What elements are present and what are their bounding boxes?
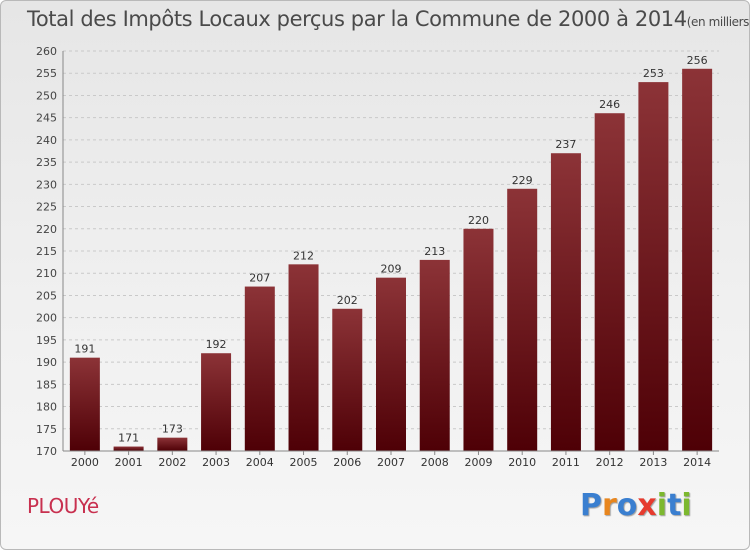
title-text: Total des Impôts Locaux perçus par la Co… — [27, 7, 687, 31]
bar — [157, 437, 188, 451]
value-label: 173 — [162, 423, 183, 436]
value-label: 191 — [74, 343, 95, 356]
bar — [288, 264, 319, 451]
bar — [244, 286, 275, 451]
bar — [507, 188, 538, 451]
y-tick-label: 220 — [36, 223, 57, 236]
value-label: 229 — [512, 174, 533, 187]
value-label: 220 — [468, 214, 489, 227]
value-label: 171 — [118, 432, 139, 445]
value-labels: 191 171 173 192 207 212 202 209 213 220 229 237 246 2… — [74, 54, 707, 445]
logo-letter: t — [667, 488, 682, 523]
y-tick-label: 190 — [36, 356, 57, 369]
value-label: 212 — [293, 249, 314, 262]
value-label: 246 — [599, 98, 620, 111]
bar — [550, 153, 581, 451]
value-label: 192 — [206, 338, 227, 351]
y-tick-label: 235 — [36, 156, 57, 169]
logo-letter: P — [580, 488, 602, 523]
x-tick-label: 2013 — [639, 456, 667, 469]
bar — [419, 259, 450, 451]
logo-letter: i — [656, 488, 668, 523]
value-label: 256 — [687, 54, 708, 67]
x-tick-label: 2007 — [377, 456, 405, 469]
y-tick-label: 175 — [36, 423, 57, 436]
x-tick-label: 2009 — [464, 456, 492, 469]
y-tick-label: 225 — [36, 201, 57, 214]
bar — [376, 277, 406, 451]
value-label: 207 — [249, 272, 270, 285]
y-tick-label: 180 — [36, 401, 57, 414]
x-tick-label: 2014 — [683, 456, 711, 469]
chart-title: Total des Impôts Locaux perçus par la Co… — [27, 7, 750, 31]
value-label: 237 — [555, 138, 576, 151]
logo-letter: o — [616, 488, 638, 523]
y-tick-label: 255 — [36, 67, 57, 80]
bar — [201, 353, 232, 451]
title-unit: (en milliers d'€) — [686, 15, 750, 29]
commune-name: PLOUYé — [27, 494, 99, 518]
y-tick-label: 250 — [36, 89, 57, 102]
y-tick-labels: 170 175 180 185 190 195 200 205 210 215 220 225 230 2… — [36, 45, 57, 458]
bar — [113, 446, 144, 451]
value-label: 253 — [643, 67, 664, 80]
y-tick-label: 215 — [36, 245, 57, 258]
x-tick-label: 2011 — [552, 456, 580, 469]
value-label: 202 — [337, 294, 358, 307]
logo-letter: i — [681, 488, 692, 523]
x-tick-label: 2003 — [202, 456, 230, 469]
y-tick-label: 195 — [36, 334, 57, 347]
logo-letter: x — [637, 488, 657, 523]
x-tick-label: 2008 — [421, 456, 449, 469]
y-tick-label: 210 — [36, 267, 57, 280]
y-tick-label: 260 — [36, 45, 57, 58]
y-tick-label: 200 — [36, 312, 57, 325]
bars — [69, 68, 713, 452]
x-tick-labels: 2000 2001 2002 2003 2004 2005 2006 2007 2008 2009… — [71, 451, 711, 469]
y-tick-label: 245 — [36, 112, 57, 125]
y-tick-label: 170 — [36, 445, 57, 458]
value-label: 209 — [381, 263, 402, 276]
x-tick-label: 2000 — [71, 456, 99, 469]
proxiti-logo[interactable]: Proxiti — [580, 488, 692, 523]
bar — [594, 113, 625, 451]
y-tick-label: 185 — [36, 378, 57, 391]
x-tick-label: 2010 — [508, 456, 536, 469]
x-tick-label: 2012 — [596, 456, 624, 469]
x-tick-label: 2002 — [158, 456, 186, 469]
x-tick-label: 2005 — [290, 456, 318, 469]
bar — [69, 357, 100, 451]
bar — [332, 308, 363, 451]
x-tick-label: 2001 — [115, 456, 143, 469]
y-tick-label: 240 — [36, 134, 57, 147]
value-label: 213 — [424, 245, 445, 258]
x-tick-label: 2004 — [246, 456, 274, 469]
bar — [638, 82, 669, 451]
y-tick-label: 230 — [36, 178, 57, 191]
x-tick-label: 2006 — [333, 456, 361, 469]
y-tick-label: 205 — [36, 289, 57, 302]
bar — [682, 68, 713, 452]
bar — [463, 228, 494, 451]
logo-letter: r — [602, 488, 617, 523]
